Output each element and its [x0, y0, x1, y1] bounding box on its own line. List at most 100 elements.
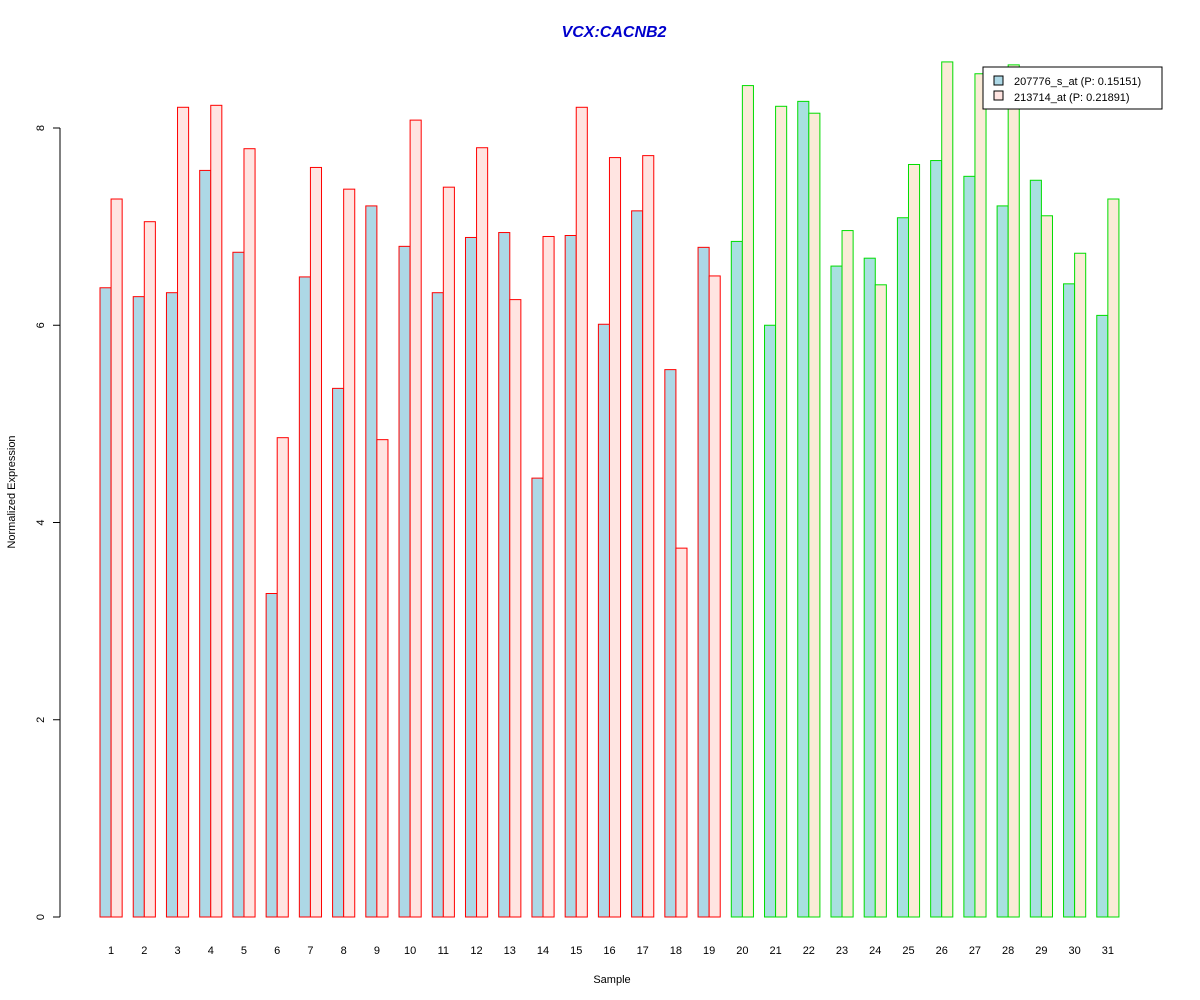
bar-sample-20-series-2	[741, 85, 754, 918]
x-tick-label: 21	[769, 945, 781, 957]
x-tick-label: 16	[603, 945, 615, 957]
y-axis-label: Normalized Expression	[6, 435, 18, 548]
bar-sample-12-series-1	[464, 236, 478, 918]
x-tick-label: 6	[274, 945, 280, 957]
x-axis-label: Sample	[593, 974, 630, 986]
bar-sample-4-series-2	[210, 104, 223, 918]
x-tick-labels: 1 2 3 4 5 6 7 8 9 10 11 12 13 14 15 16 17 18 19 20 21 22 23 24 2…	[108, 945, 1114, 957]
bar-sample-31-series-2	[1107, 198, 1120, 918]
x-tick-label: 27	[969, 945, 981, 957]
bar-sample-16-series-1	[597, 323, 610, 918]
bar-sample-10-series-2	[409, 119, 422, 918]
bar-sample-23-series-2	[841, 230, 854, 918]
bar-sample-15-series-2	[575, 106, 588, 918]
bar-sample-31-series-1	[1096, 314, 1109, 918]
x-tick-label: 17	[637, 945, 649, 957]
bar-sample-28-series-2	[1007, 64, 1020, 918]
bar-sample-8-series-2	[343, 188, 356, 918]
bar-sample-5-series-2	[243, 148, 256, 918]
y-tick-label: 2	[35, 717, 47, 723]
x-tick-label: 1	[108, 945, 114, 957]
bar-sample-18-series-1	[664, 369, 677, 918]
legend-label-series-1: 207776_s_at (P: 0.15151)	[1014, 76, 1141, 88]
bar-sample-1-series-1	[99, 287, 112, 918]
bar-sample-21-series-2	[775, 105, 788, 918]
x-tick-label: 25	[902, 945, 914, 957]
bar-sample-8-series-1	[332, 387, 345, 918]
chart-title: VCX:CACNB2	[562, 24, 667, 41]
legend-swatch-series-2	[993, 90, 1004, 101]
x-tick-label: 2	[141, 945, 147, 957]
x-tick-label: 12	[470, 945, 482, 957]
bar-sample-13-series-1	[498, 232, 511, 918]
x-tick-label: 4	[208, 945, 214, 957]
x-tick-label: 9	[374, 945, 380, 957]
x-tick-label: 19	[703, 945, 715, 957]
bar-sample-29-series-2	[1040, 215, 1053, 918]
bar-sample-24-series-1	[863, 257, 876, 918]
bar-sample-16-series-2	[608, 157, 622, 918]
bar-sample-4-series-1	[199, 169, 212, 918]
x-tick-label: 11	[438, 945, 449, 957]
bar-sample-30-series-2	[1074, 252, 1087, 918]
bar-sample-19-series-1	[697, 246, 710, 918]
bar-sample-25-series-2	[907, 163, 921, 918]
y-axis: 0 2 4 6 8	[35, 125, 61, 920]
bar-sample-13-series-2	[509, 299, 522, 918]
bar-sample-11-series-1	[431, 292, 444, 918]
y-tick-label: 0	[35, 914, 47, 920]
bar-sample-20-series-1	[730, 240, 743, 918]
legend-swatch-series-1	[993, 75, 1004, 86]
bar-sample-9-series-2	[376, 439, 389, 918]
bar-sample-2-series-1	[132, 296, 145, 918]
bar-sample-30-series-1	[1063, 283, 1076, 918]
bar-sample-7-series-1	[298, 276, 311, 918]
bar-sample-7-series-2	[309, 166, 323, 918]
bar-sample-22-series-1	[797, 100, 810, 918]
x-tick-label: 18	[670, 945, 682, 957]
y-tick-label: 8	[35, 125, 47, 131]
x-tick-label: 7	[307, 945, 313, 957]
bar-sample-23-series-1	[830, 265, 843, 918]
legend: 207776_s_at (P: 0.15151) 213714_at (P: 0…	[982, 66, 1163, 110]
x-tick-label: 3	[174, 945, 180, 957]
bar-sample-27-series-1	[963, 175, 976, 918]
y-tick-label: 4	[35, 519, 47, 525]
bar-sample-3-series-1	[165, 292, 179, 918]
x-tick-label: 20	[736, 945, 748, 957]
x-tick-label: 5	[241, 945, 247, 957]
x-tick-label: 26	[936, 945, 948, 957]
bar-sample-21-series-1	[764, 324, 777, 918]
bar-sample-24-series-2	[874, 284, 887, 918]
x-tick-label: 13	[504, 945, 516, 957]
bar-sample-18-series-2	[675, 547, 688, 918]
y-tick-label: 6	[35, 322, 47, 328]
x-tick-label: 10	[404, 945, 416, 957]
bar-sample-6-series-1	[265, 593, 278, 918]
bar-sample-19-series-2	[708, 275, 721, 918]
bar-sample-26-series-2	[941, 61, 954, 918]
x-tick-label: 14	[537, 945, 549, 957]
bar-sample-26-series-1	[930, 160, 943, 918]
bar-sample-27-series-2	[974, 73, 987, 918]
bar-sample-5-series-1	[232, 251, 245, 918]
bars	[99, 61, 1120, 918]
bar-sample-2-series-2	[143, 221, 156, 918]
x-tick-label: 29	[1035, 945, 1047, 957]
bar-sample-6-series-2	[276, 437, 289, 918]
bar-sample-9-series-1	[365, 205, 378, 918]
bar-sample-12-series-2	[476, 147, 489, 918]
bar-sample-11-series-2	[442, 186, 455, 918]
bar-sample-17-series-2	[642, 155, 655, 918]
x-tick-label: 22	[803, 945, 815, 957]
x-tick-label: 28	[1002, 945, 1014, 957]
x-tick-label: 23	[836, 945, 848, 957]
bar-sample-22-series-2	[808, 112, 821, 918]
bar-sample-14-series-1	[531, 477, 544, 918]
x-tick-label: 30	[1068, 945, 1080, 957]
x-tick-label: 31	[1102, 945, 1114, 957]
x-tick-label: 8	[341, 945, 347, 957]
bar-sample-10-series-1	[398, 245, 411, 918]
bar-sample-1-series-2	[110, 198, 123, 918]
